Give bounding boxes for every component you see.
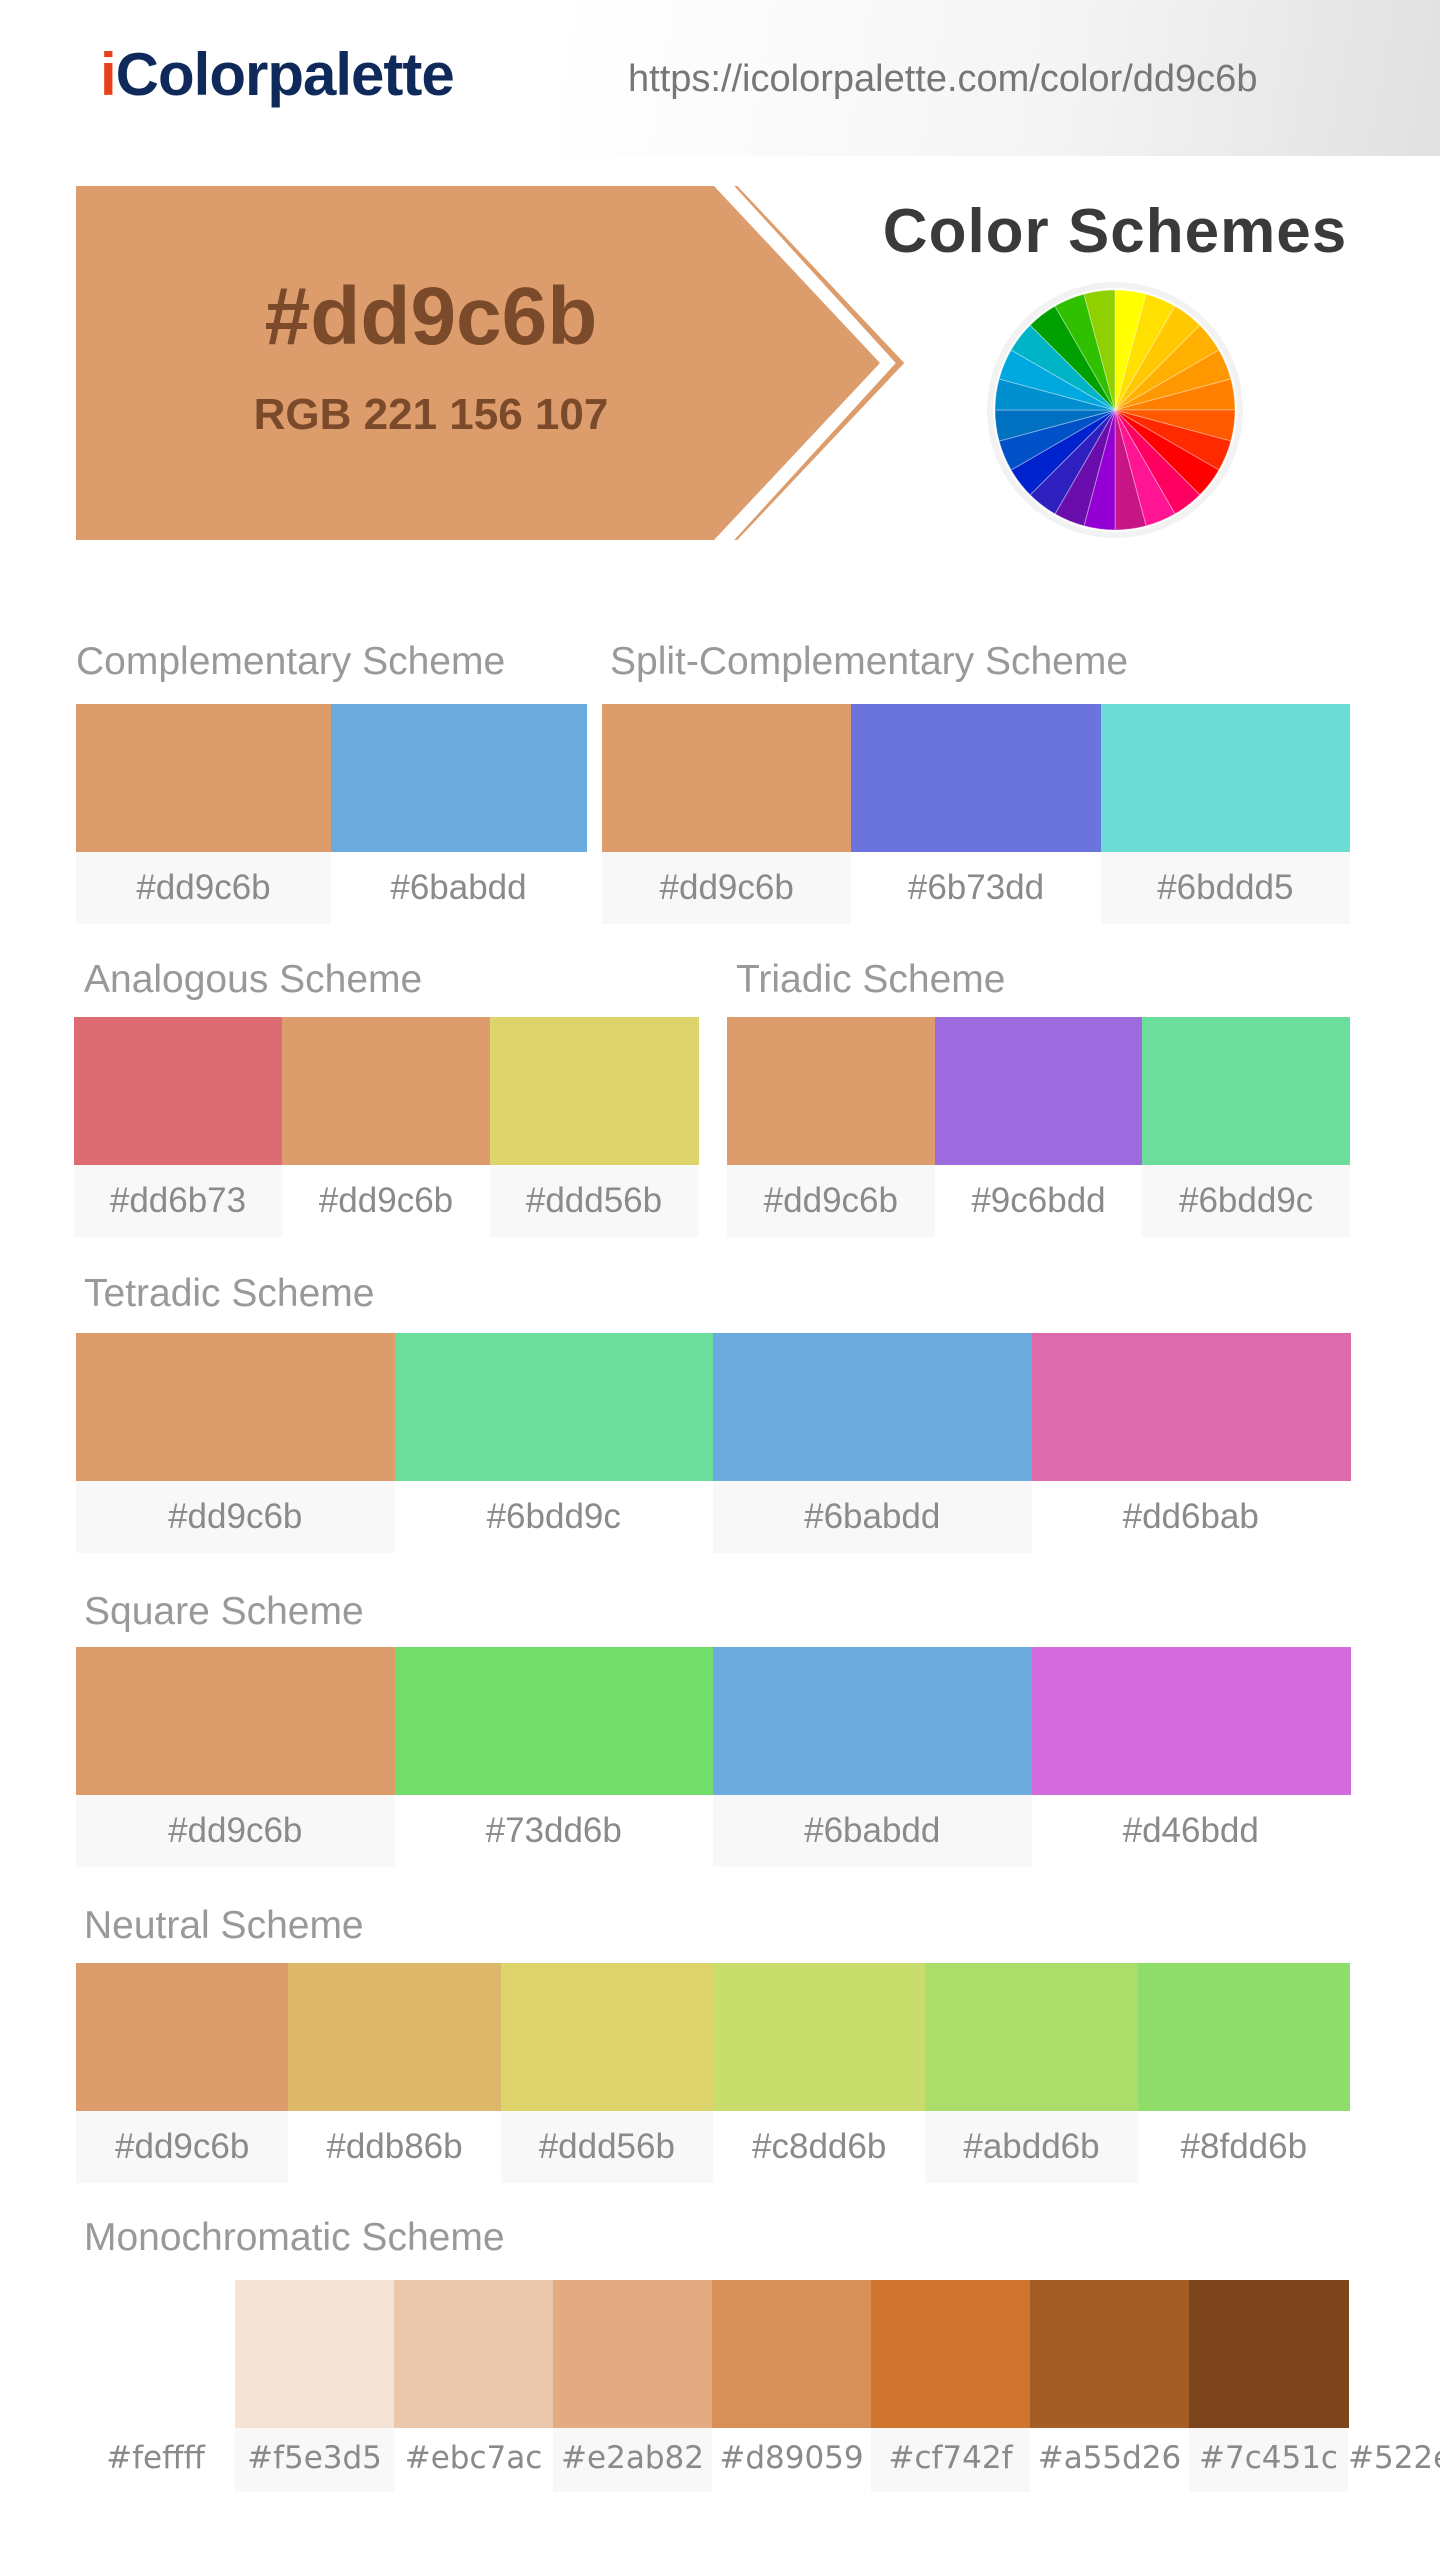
hero-hex: #dd9c6b: [264, 271, 598, 362]
monochromatic-label[interactable]: #522e13: [1348, 2440, 1440, 2476]
monochromatic-swatch[interactable]: [871, 2280, 1031, 2428]
analogous-label[interactable]: #dd6b73: [74, 1165, 282, 1237]
neutral-swatch[interactable]: [1137, 1963, 1351, 2111]
hero-banner: [76, 186, 905, 540]
monochromatic-label[interactable]: #e2ab82: [553, 2428, 712, 2492]
neutral-swatch[interactable]: [925, 1963, 1139, 2111]
split-label[interactable]: #dd9c6b: [602, 852, 852, 924]
hero-rgb: RGB 221 156 107: [253, 390, 609, 439]
complementary-label[interactable]: #dd9c6b: [76, 852, 331, 924]
monochromatic-swatch[interactable]: [394, 2280, 554, 2428]
site-logo[interactable]: iColorpalette: [100, 40, 455, 109]
neutral-swatch[interactable]: [713, 1963, 926, 2111]
color-wheel-icon: [987, 282, 1243, 538]
analogous-scheme-title: Analogous Scheme: [84, 958, 423, 1001]
complementary-scheme-title: Complementary Scheme: [76, 640, 506, 683]
neutral-label[interactable]: #c8dd6b: [752, 2127, 887, 2166]
analogous-label[interactable]: #ddd56b: [490, 1165, 698, 1237]
triadic-label[interactable]: #9c6bdd: [971, 1181, 1106, 1220]
square-label[interactable]: #dd9c6b: [76, 1795, 395, 1867]
square-swatch[interactable]: [394, 1647, 714, 1795]
monochromatic-label[interactable]: #f5e3d5: [235, 2428, 394, 2492]
tetradic-label[interactable]: #6babdd: [713, 1481, 1032, 1553]
monochromatic-label[interactable]: #a55d26: [1037, 2440, 1182, 2476]
split-scheme-title: Split-Complementary Scheme: [610, 640, 1129, 683]
triadic-swatch[interactable]: [934, 1017, 1143, 1165]
square-scheme-title: Square Scheme: [84, 1590, 364, 1633]
split-swatch[interactable]: [1100, 704, 1351, 852]
tetradic-swatch[interactable]: [713, 1333, 1032, 1481]
monochromatic-swatch[interactable]: [712, 2280, 872, 2428]
header-background: [560, 0, 1440, 156]
monochromatic-swatch[interactable]: [553, 2280, 713, 2428]
neutral-label[interactable]: #ddb86b: [326, 2127, 463, 2166]
monochromatic-swatch[interactable]: [1030, 2280, 1190, 2428]
triadic-label[interactable]: #dd9c6b: [727, 1165, 935, 1237]
neutral-swatch[interactable]: [500, 1963, 714, 2111]
monochromatic-scheme-title: Monochromatic Scheme: [84, 2216, 505, 2259]
complementary-swatch[interactable]: [331, 704, 587, 852]
monochromatic-swatch[interactable]: [235, 2280, 395, 2428]
monochromatic-label[interactable]: #ebc7ac: [404, 2440, 543, 2476]
tetradic-swatch[interactable]: [394, 1333, 714, 1481]
monochromatic-label[interactable]: #d89059: [719, 2440, 864, 2476]
square-swatch[interactable]: [713, 1647, 1032, 1795]
logo-i: i: [100, 41, 117, 108]
analogous-swatch[interactable]: [74, 1017, 283, 1165]
page-url: https://icolorpalette.com/color/dd9c6b: [628, 58, 1258, 100]
tetradic-label[interactable]: #dd9c6b: [76, 1481, 395, 1553]
square-label[interactable]: #73dd6b: [485, 1811, 622, 1850]
monochromatic-label[interactable]: #7c451c: [1189, 2428, 1348, 2492]
monochromatic-label[interactable]: #cf742f: [871, 2428, 1030, 2492]
split-swatch[interactable]: [602, 704, 852, 852]
triadic-swatch[interactable]: [1142, 1017, 1351, 1165]
neutral-label[interactable]: #abdd6b: [925, 2111, 1138, 2183]
triadic-swatch[interactable]: [727, 1017, 936, 1165]
analogous-swatch[interactable]: [282, 1017, 491, 1165]
neutral-swatch[interactable]: [288, 1963, 502, 2111]
square-swatch[interactable]: [1031, 1647, 1351, 1795]
color-schemes-title: Color Schemes: [882, 197, 1348, 266]
tetradic-label[interactable]: #6bdd9c: [486, 1497, 621, 1536]
neutral-label[interactable]: #8fdd6b: [1180, 2127, 1308, 2166]
logo-text: Colorpalette: [115, 41, 455, 108]
square-label[interactable]: #d46bdd: [1122, 1811, 1259, 1850]
neutral-label[interactable]: #dd9c6b: [76, 2111, 289, 2183]
complementary-swatch[interactable]: [76, 704, 332, 852]
complementary-label[interactable]: #6babdd: [390, 868, 527, 907]
square-swatch[interactable]: [76, 1647, 395, 1795]
monochromatic-label[interactable]: #feffff: [106, 2440, 205, 2476]
analogous-swatch[interactable]: [490, 1017, 699, 1165]
neutral-scheme-title: Neutral Scheme: [84, 1904, 364, 1947]
neutral-label[interactable]: #ddd56b: [500, 2111, 713, 2183]
split-label[interactable]: #6b73dd: [907, 868, 1045, 907]
tetradic-label[interactable]: #dd6bab: [1122, 1497, 1259, 1536]
split-label[interactable]: #6bddd5: [1100, 852, 1350, 924]
neutral-swatch[interactable]: [76, 1963, 289, 2111]
triadic-scheme-title: Triadic Scheme: [736, 958, 1006, 1001]
analogous-label[interactable]: #dd9c6b: [318, 1181, 454, 1220]
tetradic-swatch[interactable]: [1031, 1333, 1351, 1481]
monochromatic-swatch[interactable]: [1189, 2280, 1349, 2428]
tetradic-scheme-title: Tetradic Scheme: [84, 1272, 375, 1315]
tetradic-swatch[interactable]: [76, 1333, 395, 1481]
split-swatch[interactable]: [851, 704, 1102, 852]
triadic-label[interactable]: #6bdd9c: [1142, 1165, 1350, 1237]
square-label[interactable]: #6babdd: [713, 1795, 1032, 1867]
